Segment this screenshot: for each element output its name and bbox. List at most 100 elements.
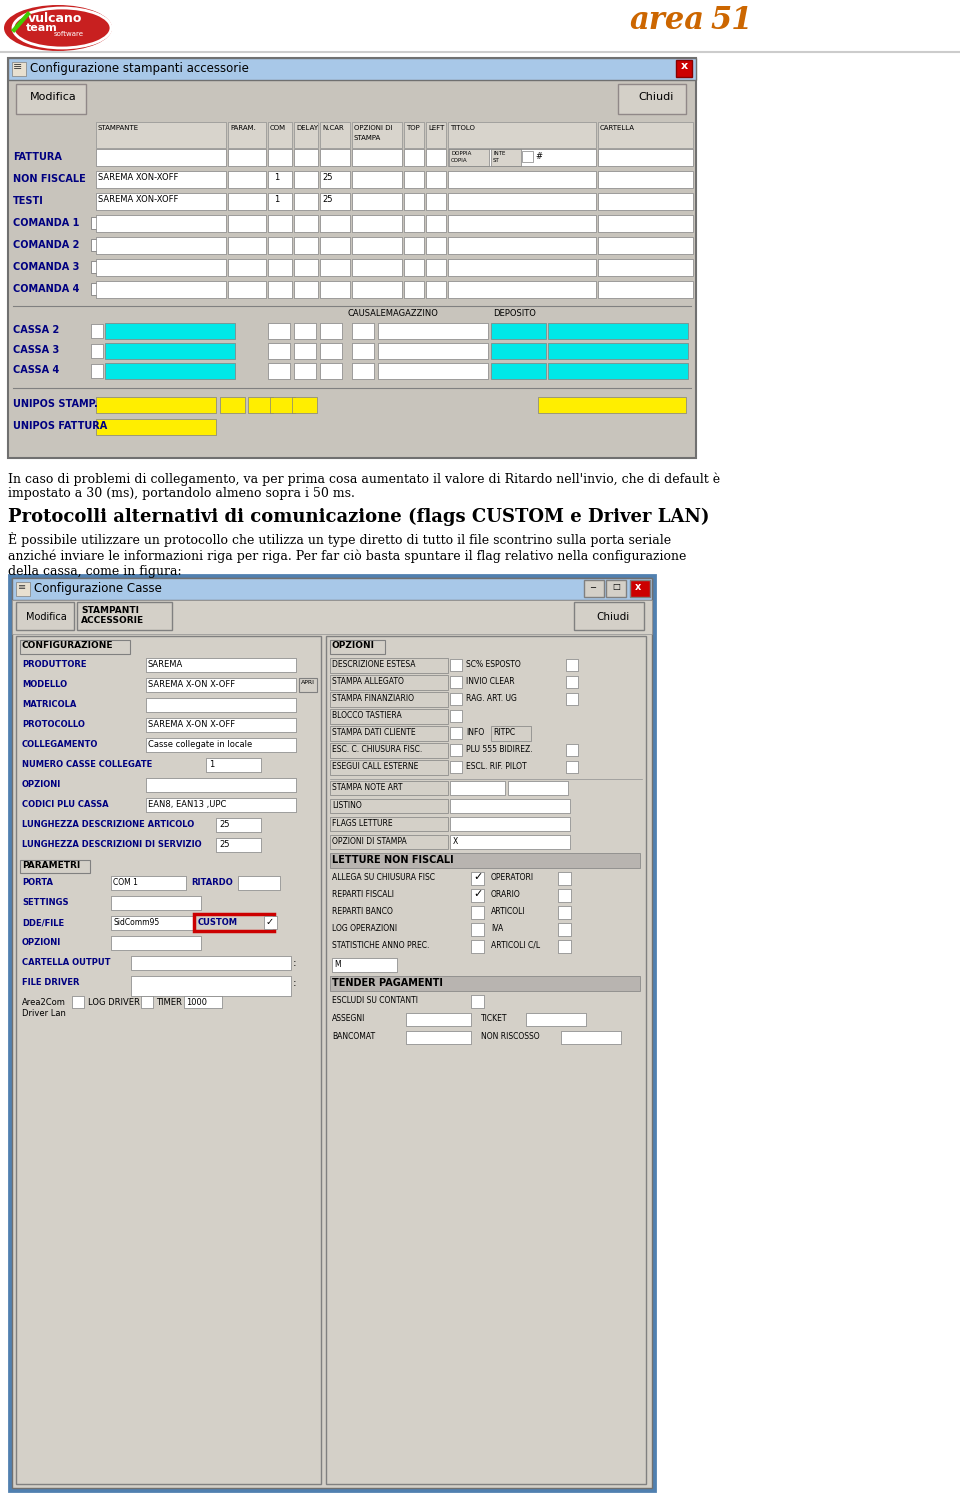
- Bar: [606, 580, 626, 596]
- Bar: [9, 575, 655, 1490]
- Bar: [330, 726, 448, 741]
- Bar: [320, 214, 350, 233]
- Bar: [5, 2, 115, 48]
- Bar: [448, 122, 596, 148]
- Bar: [146, 797, 296, 812]
- Text: Driver Lan: Driver Lan: [22, 1009, 66, 1018]
- Bar: [406, 1031, 471, 1043]
- Bar: [16, 602, 74, 630]
- Bar: [294, 281, 318, 297]
- Text: LEFT: LEFT: [428, 125, 444, 131]
- Bar: [330, 781, 448, 794]
- Bar: [404, 281, 424, 297]
- Text: INVIO CLEAR: INVIO CLEAR: [466, 676, 515, 686]
- Bar: [450, 817, 570, 831]
- Text: MATRICOLA: MATRICOLA: [22, 701, 77, 710]
- Text: ─: ─: [590, 581, 595, 590]
- Text: Area2Com: Area2Com: [22, 998, 66, 1007]
- Bar: [206, 758, 261, 772]
- Text: LISTINO: LISTINO: [332, 800, 362, 809]
- Bar: [16, 85, 86, 113]
- Bar: [330, 640, 385, 654]
- Text: FILE DRIVER: FILE DRIVER: [22, 978, 80, 988]
- Bar: [558, 923, 571, 936]
- Text: PARAM.: PARAM.: [230, 125, 256, 131]
- Text: OPZIONI DI STAMPA: OPZIONI DI STAMPA: [332, 837, 407, 846]
- Bar: [96, 260, 226, 276]
- Bar: [404, 149, 424, 166]
- Text: #: #: [535, 153, 542, 162]
- Bar: [131, 956, 291, 969]
- Text: STAMPANTI: STAMPANTI: [81, 606, 139, 615]
- Bar: [352, 171, 402, 189]
- Bar: [228, 122, 266, 148]
- Bar: [146, 658, 296, 672]
- Bar: [294, 193, 318, 210]
- Bar: [450, 781, 505, 794]
- Text: UNIPOS FATTURA: UNIPOS FATTURA: [13, 421, 108, 430]
- Text: Casse collegate in locale: Casse collegate in locale: [148, 740, 252, 749]
- Bar: [146, 738, 296, 752]
- Bar: [558, 889, 571, 901]
- Bar: [294, 343, 316, 359]
- Bar: [566, 658, 578, 670]
- Bar: [248, 397, 273, 414]
- Bar: [449, 149, 489, 166]
- Bar: [96, 193, 226, 210]
- Bar: [91, 261, 103, 273]
- Bar: [426, 214, 446, 233]
- Bar: [404, 193, 424, 210]
- Text: N.CAR: N.CAR: [322, 125, 344, 131]
- Bar: [141, 997, 153, 1009]
- Text: ✓: ✓: [473, 889, 482, 898]
- Bar: [558, 941, 571, 953]
- Bar: [426, 122, 446, 148]
- Bar: [268, 214, 292, 233]
- Bar: [96, 149, 226, 166]
- Bar: [16, 636, 321, 1484]
- Bar: [268, 149, 292, 166]
- Text: DOPPIA: DOPPIA: [451, 151, 471, 156]
- Bar: [450, 726, 462, 738]
- Text: Chiudi: Chiudi: [638, 92, 673, 103]
- Bar: [264, 917, 277, 929]
- Bar: [111, 876, 186, 889]
- Bar: [450, 761, 462, 773]
- Bar: [558, 906, 571, 920]
- Bar: [404, 122, 424, 148]
- Bar: [228, 214, 266, 233]
- Text: LOG DRIVER: LOG DRIVER: [88, 998, 140, 1007]
- Text: 51: 51: [710, 5, 753, 36]
- Text: ESEGUI CALL ESTERNE: ESEGUI CALL ESTERNE: [332, 763, 419, 772]
- Bar: [404, 171, 424, 189]
- Text: INFO: INFO: [466, 728, 484, 737]
- Text: x: x: [681, 60, 688, 71]
- Bar: [96, 122, 226, 148]
- Text: SAREMA X-ON X-OFF: SAREMA X-ON X-OFF: [148, 680, 235, 689]
- Text: DDE/FILE: DDE/FILE: [22, 918, 64, 927]
- Bar: [548, 323, 688, 340]
- Text: CASSA 2: CASSA 2: [13, 325, 60, 335]
- Bar: [96, 237, 226, 254]
- Text: TOP: TOP: [406, 125, 420, 131]
- Text: 25: 25: [219, 840, 229, 849]
- Text: SAREMA: SAREMA: [148, 660, 183, 669]
- Bar: [12, 599, 652, 634]
- Text: 1: 1: [274, 195, 279, 204]
- Ellipse shape: [13, 8, 111, 48]
- Text: EAN8, EAN13 ,UPC: EAN8, EAN13 ,UPC: [148, 800, 227, 809]
- Bar: [91, 282, 103, 294]
- Text: CASSA 4: CASSA 4: [13, 365, 60, 374]
- Bar: [471, 871, 484, 885]
- Text: PLU 555 BIDIREZ.: PLU 555 BIDIREZ.: [466, 744, 533, 753]
- Text: SETTINGS: SETTINGS: [22, 898, 68, 908]
- Bar: [450, 693, 462, 705]
- Text: In caso di problemi di collegamento, va per prima cosa aumentato il valore di Ri: In caso di problemi di collegamento, va …: [8, 473, 720, 500]
- Bar: [330, 853, 640, 868]
- Bar: [270, 397, 295, 414]
- Bar: [91, 364, 103, 378]
- Bar: [330, 975, 640, 991]
- Bar: [268, 193, 292, 210]
- Text: 25: 25: [322, 174, 332, 183]
- Text: STATISTICHE ANNO PREC.: STATISTICHE ANNO PREC.: [332, 941, 429, 950]
